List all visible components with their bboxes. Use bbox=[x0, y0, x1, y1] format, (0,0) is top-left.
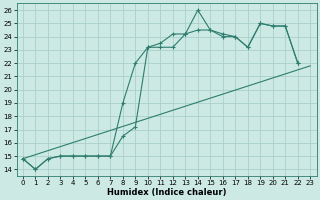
X-axis label: Humidex (Indice chaleur): Humidex (Indice chaleur) bbox=[107, 188, 226, 197]
